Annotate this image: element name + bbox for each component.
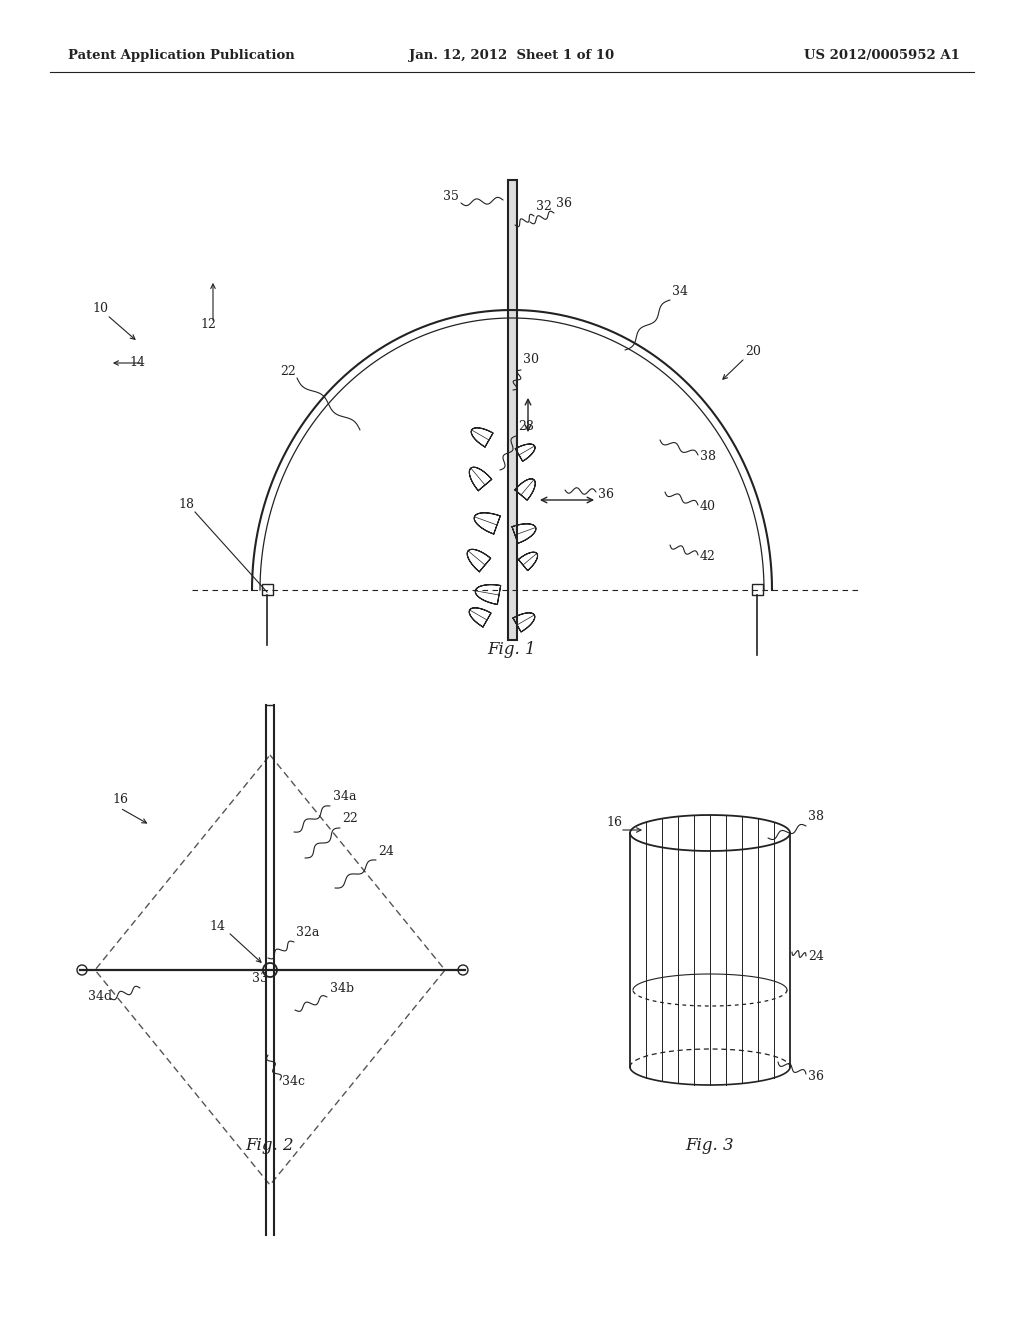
Text: 22: 22 [342, 812, 357, 825]
Bar [752, 583, 763, 595]
Text: 18: 18 [178, 498, 194, 511]
Text: 38: 38 [808, 810, 824, 822]
Text: 10: 10 [92, 301, 108, 314]
Bar [262, 583, 273, 595]
Text: 32: 32 [536, 201, 552, 213]
Text: 16: 16 [112, 793, 128, 807]
Text: 33: 33 [252, 972, 268, 985]
Text: 24: 24 [378, 845, 394, 858]
Text: 14: 14 [129, 356, 145, 370]
Text: US 2012/0005952 A1: US 2012/0005952 A1 [804, 49, 961, 62]
Text: Jan. 12, 2012  Sheet 1 of 10: Jan. 12, 2012 Sheet 1 of 10 [410, 49, 614, 62]
Text: 34d: 34d [88, 990, 112, 1003]
Text: Fig. 2: Fig. 2 [246, 1137, 294, 1154]
Text: 34a: 34a [333, 789, 356, 803]
Text: 16: 16 [606, 816, 622, 829]
Text: 42: 42 [700, 550, 716, 564]
Text: 28: 28 [518, 420, 534, 433]
Text: 32a: 32a [296, 927, 319, 939]
Text: 30: 30 [523, 352, 539, 366]
Bar [508, 180, 517, 640]
Text: 34c: 34c [282, 1074, 305, 1088]
Text: 24: 24 [808, 950, 824, 964]
Text: 40: 40 [700, 500, 716, 513]
Text: 22: 22 [280, 366, 296, 378]
Text: 12: 12 [200, 318, 216, 331]
Text: Fig. 1: Fig. 1 [487, 642, 537, 659]
Text: 34b: 34b [330, 982, 354, 995]
Text: 14: 14 [209, 920, 225, 933]
Text: Patent Application Publication: Patent Application Publication [68, 49, 295, 62]
Text: 38: 38 [700, 450, 716, 463]
Text: 36: 36 [598, 488, 614, 502]
Text: 20: 20 [745, 345, 761, 358]
Text: 35: 35 [443, 190, 459, 203]
Text: 34: 34 [672, 285, 688, 298]
Text: 36: 36 [556, 197, 572, 210]
Text: 36: 36 [808, 1071, 824, 1082]
Text: Fig. 3: Fig. 3 [686, 1137, 734, 1154]
